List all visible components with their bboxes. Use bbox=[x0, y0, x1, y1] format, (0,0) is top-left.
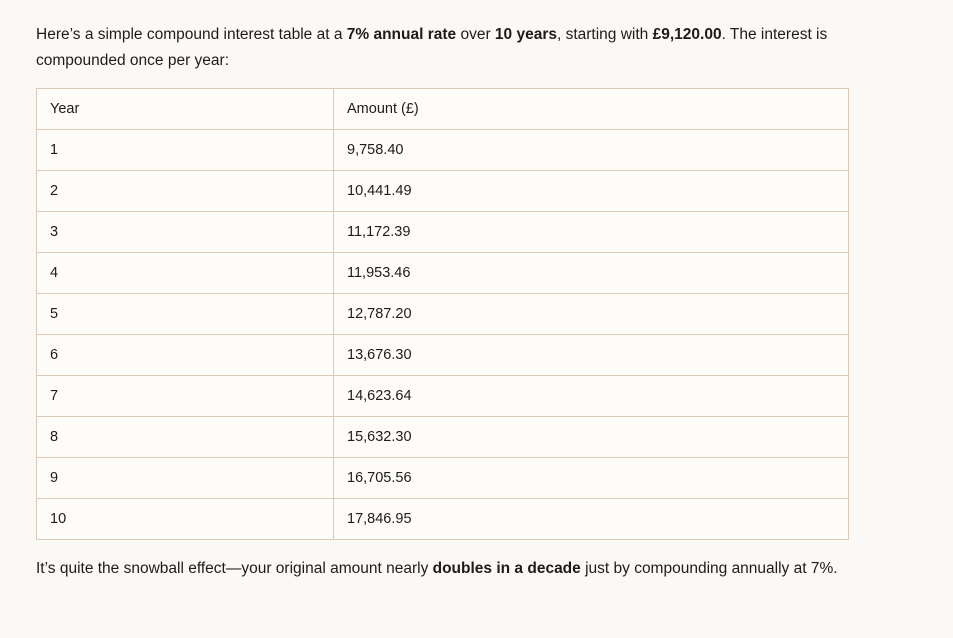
table-cell: 12,787.20 bbox=[333, 293, 849, 335]
table-cell: 9 bbox=[36, 457, 334, 499]
intro-paragraph: Here’s a simple compound interest table … bbox=[36, 22, 849, 74]
table-row: 4 11,953.46 bbox=[36, 252, 849, 294]
message-content: Here’s a simple compound interest table … bbox=[36, 22, 849, 582]
table-row: 5 12,787.20 bbox=[36, 293, 849, 335]
table-cell: 11,953.46 bbox=[333, 252, 849, 294]
bold-text-segment: 10 years bbox=[494, 26, 557, 43]
table-cell: 5 bbox=[36, 293, 334, 335]
table-cell: 10 bbox=[36, 498, 334, 540]
table-row: 9 16,705.56 bbox=[36, 457, 849, 499]
table-row: 2 10,441.49 bbox=[36, 170, 849, 212]
conclusion-paragraph: It’s quite the snowball effect—your orig… bbox=[36, 556, 849, 582]
table-cell: 11,172.39 bbox=[333, 211, 849, 253]
table-cell: 6 bbox=[36, 334, 334, 376]
bold-text-segment: £9,120.00 bbox=[652, 26, 722, 43]
text-segment: . The interest is compounded once per ye… bbox=[36, 26, 828, 69]
text-segment: just by compounding annually at 7%. bbox=[580, 560, 838, 577]
table-body: 1 9,758.40 2 10,441.49 3 11,172.39 4 11,953.46 5… bbox=[36, 129, 849, 540]
table-row: 10 17,846.95 bbox=[36, 498, 849, 540]
bold-text-segment: doubles in a decade bbox=[432, 560, 581, 577]
bold-text-segment: 7% annual rate bbox=[346, 26, 457, 43]
text-segment: It’s quite the snowball effect—your orig… bbox=[36, 560, 433, 577]
table-header-row: Year Amount (£) bbox=[36, 88, 849, 130]
table-cell: 2 bbox=[36, 170, 334, 212]
table-cell: 8 bbox=[36, 416, 334, 458]
table-row: 7 14,623.64 bbox=[36, 375, 849, 417]
table-cell: 1 bbox=[36, 129, 334, 171]
table-cell: 15,632.30 bbox=[333, 416, 849, 458]
table-row: 3 11,172.39 bbox=[36, 211, 849, 253]
table-cell: 4 bbox=[36, 252, 334, 294]
table-cell: 3 bbox=[36, 211, 334, 253]
table-cell: 9,758.40 bbox=[333, 129, 849, 171]
column-header-amount: Amount (£) bbox=[333, 88, 849, 130]
text-segment: Here’s a simple compound interest table … bbox=[36, 26, 347, 43]
table-row: 6 13,676.30 bbox=[36, 334, 849, 376]
table-cell: 10,441.49 bbox=[333, 170, 849, 212]
table-header: Year Amount (£) bbox=[36, 88, 849, 130]
text-segment: over bbox=[456, 26, 495, 43]
table-cell: 14,623.64 bbox=[333, 375, 849, 417]
table-cell: 16,705.56 bbox=[333, 457, 849, 499]
table-cell: 13,676.30 bbox=[333, 334, 849, 376]
compound-interest-table: Year Amount (£) 1 9,758.40 2 10,441.49 3 11,1… bbox=[36, 88, 849, 540]
table-row: 1 9,758.40 bbox=[36, 129, 849, 171]
table-cell: 7 bbox=[36, 375, 334, 417]
column-header-year: Year bbox=[36, 88, 334, 130]
text-segment: , starting with bbox=[556, 26, 653, 43]
table-row: 8 15,632.30 bbox=[36, 416, 849, 458]
table-cell: 17,846.95 bbox=[333, 498, 849, 540]
